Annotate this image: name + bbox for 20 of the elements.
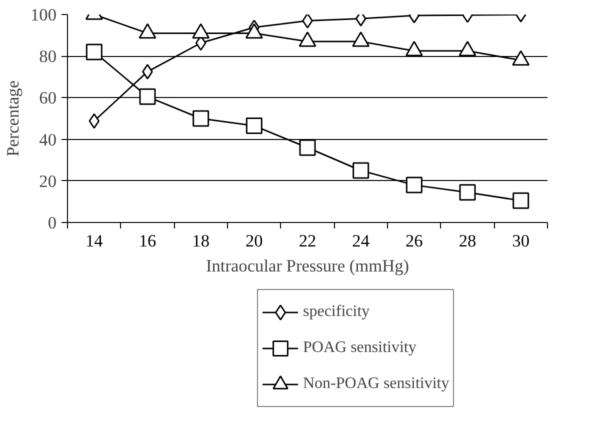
- y-tick-label: 0: [48, 214, 57, 232]
- y-tick-label: 40: [39, 130, 56, 150]
- x-tick-label: 26: [406, 232, 424, 250]
- x-tick-label: 18: [192, 232, 210, 250]
- x-tick-label: 20: [246, 232, 263, 250]
- y-tick-label: 20: [39, 172, 56, 191]
- x-tick-label: 14: [86, 232, 104, 250]
- x-tick-label: 22: [298, 232, 316, 250]
- y-tick-label: 60: [39, 88, 56, 108]
- x-axis-title: Intraocular Pressure (mmHg): [206, 256, 410, 276]
- y-axis-title: Percentage: [4, 80, 23, 157]
- x-tick-label: 28: [458, 232, 476, 250]
- y-tick-label: 80: [39, 47, 56, 66]
- legend-label: POAG sensitivity: [303, 338, 416, 358]
- x-tick-label: 30: [512, 232, 530, 250]
- x-tick-label: 24: [352, 232, 370, 250]
- legend-label: specificity: [303, 302, 370, 322]
- y-tick-label: 100: [30, 6, 57, 24]
- legend-label: Non-POAG sensitivity: [303, 374, 450, 394]
- x-tick-label: 16: [138, 232, 156, 250]
